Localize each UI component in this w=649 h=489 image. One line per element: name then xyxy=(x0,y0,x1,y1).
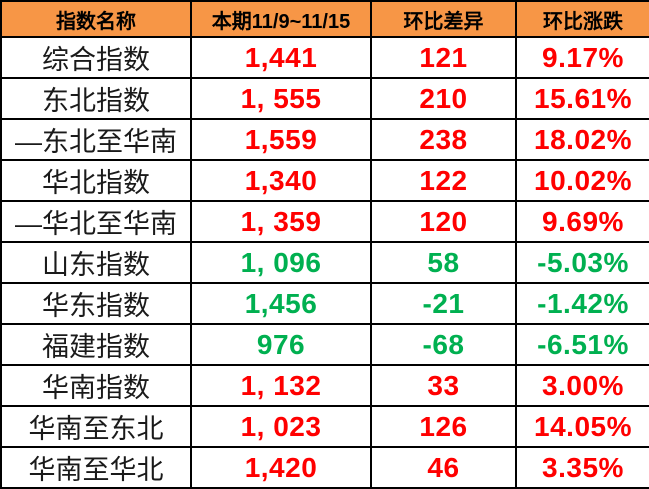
col-header-change-pct: 环比涨跌 xyxy=(515,0,649,38)
table-row: 华南指数 1, 132 33 3.00% xyxy=(0,364,649,407)
cell-change-percent: 9.17% xyxy=(515,36,649,79)
cell-diff-value: 33 xyxy=(370,364,517,407)
cell-current-value: 1,456 xyxy=(190,282,372,325)
cell-diff-value: 58 xyxy=(370,241,517,284)
cell-diff-value: 120 xyxy=(370,200,517,243)
cell-index-name: 华南至华北 xyxy=(0,446,192,489)
table-row: 华南至东北 1, 023 126 14.05% xyxy=(0,405,649,448)
cell-current-value: 1,420 xyxy=(190,446,372,489)
cell-index-name: 福建指数 xyxy=(0,323,192,366)
cell-change-percent: 18.02% xyxy=(515,118,649,161)
cell-index-name: 东北指数 xyxy=(0,77,192,120)
cell-change-percent: -6.51% xyxy=(515,323,649,366)
cell-index-name: 华北指数 xyxy=(0,159,192,202)
cell-index-name: 华南至东北 xyxy=(0,405,192,448)
cell-diff-value: 126 xyxy=(370,405,517,448)
cell-index-name: —华北至华南 xyxy=(0,200,192,243)
table-row: 华北指数 1,340 122 10.02% xyxy=(0,159,649,202)
cell-change-percent: -5.03% xyxy=(515,241,649,284)
cell-diff-value: 238 xyxy=(370,118,517,161)
table-row: 综合指数 1,441 121 9.17% xyxy=(0,36,649,79)
cell-current-value: 1,441 xyxy=(190,36,372,79)
col-header-current-period: 本期11/9~11/15 xyxy=(190,0,372,38)
table-row: 东北指数 1, 555 210 15.61% xyxy=(0,77,649,120)
cell-current-value: 1, 555 xyxy=(190,77,372,120)
cell-change-percent: 10.02% xyxy=(515,159,649,202)
cell-diff-value: -21 xyxy=(370,282,517,325)
cell-current-value: 1, 096 xyxy=(190,241,372,284)
header-row: 指数名称 本期11/9~11/15 环比差异 环比涨跌 xyxy=(0,0,649,38)
cell-diff-value: 46 xyxy=(370,446,517,489)
table-row: 山东指数 1, 096 58 -5.03% xyxy=(0,241,649,284)
cell-index-name: 华南指数 xyxy=(0,364,192,407)
cell-index-name: 山东指数 xyxy=(0,241,192,284)
cell-current-value: 1,340 xyxy=(190,159,372,202)
cell-current-value: 1, 359 xyxy=(190,200,372,243)
cell-current-value: 1, 023 xyxy=(190,405,372,448)
table-row: —华北至华南 1, 359 120 9.69% xyxy=(0,200,649,243)
cell-change-percent: 15.61% xyxy=(515,77,649,120)
cell-diff-value: 210 xyxy=(370,77,517,120)
cell-diff-value: -68 xyxy=(370,323,517,366)
cell-change-percent: 9.69% xyxy=(515,200,649,243)
cell-current-value: 1, 132 xyxy=(190,364,372,407)
cell-index-name: 综合指数 xyxy=(0,36,192,79)
cell-index-name: —东北至华南 xyxy=(0,118,192,161)
cell-current-value: 976 xyxy=(190,323,372,366)
cell-diff-value: 121 xyxy=(370,36,517,79)
table-body: 综合指数 1,441 121 9.17% 东北指数 1, 555 210 15.… xyxy=(0,36,649,489)
col-header-index-name: 指数名称 xyxy=(0,0,192,38)
table-row: —东北至华南 1,559 238 18.02% xyxy=(0,118,649,161)
table-row: 华南至华北 1,420 46 3.35% xyxy=(0,446,649,489)
cell-change-percent: -1.42% xyxy=(515,282,649,325)
col-header-diff: 环比差异 xyxy=(370,0,517,38)
cell-index-name: 华东指数 xyxy=(0,282,192,325)
table-row: 华东指数 1,456 -21 -1.42% xyxy=(0,282,649,325)
table-row: 福建指数 976 -68 -6.51% xyxy=(0,323,649,366)
cell-change-percent: 14.05% xyxy=(515,405,649,448)
cell-change-percent: 3.00% xyxy=(515,364,649,407)
cell-current-value: 1,559 xyxy=(190,118,372,161)
cell-change-percent: 3.35% xyxy=(515,446,649,489)
cell-diff-value: 122 xyxy=(370,159,517,202)
